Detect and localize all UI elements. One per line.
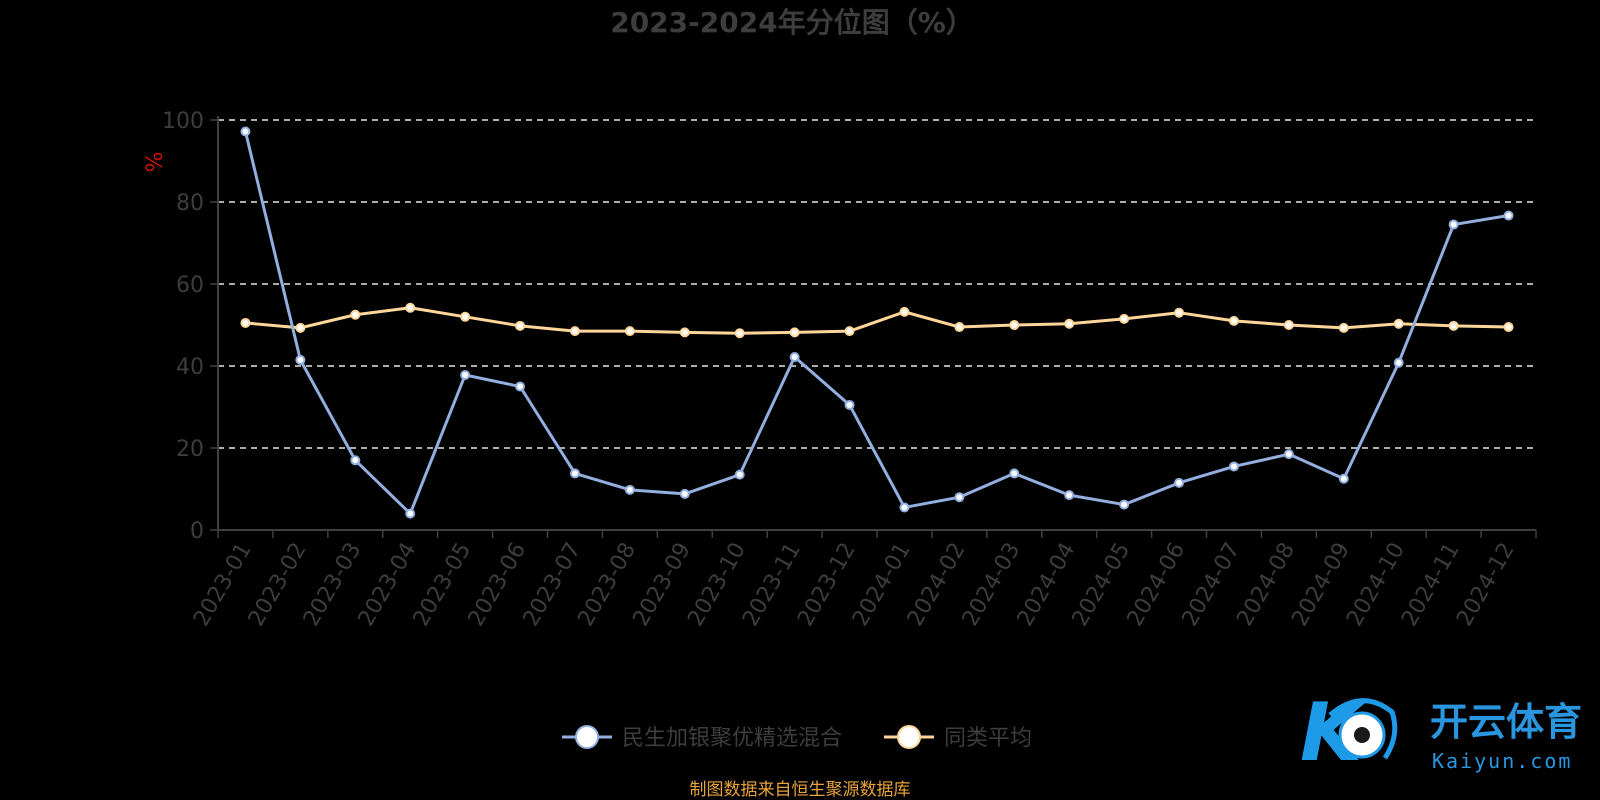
y-tick-label: 40 xyxy=(176,355,204,380)
legend-item[interactable]: 同类平均 xyxy=(884,725,1032,751)
legend: 民生加银聚优精选混合 同类平均 xyxy=(562,725,1032,751)
data-point[interactable] xyxy=(679,327,690,338)
logo-domain: Kaiyun.com xyxy=(1432,749,1572,773)
data-point[interactable] xyxy=(240,317,251,328)
legend-marker xyxy=(897,725,921,749)
k-ball-logo-icon: K xyxy=(1300,686,1398,779)
data-point[interactable] xyxy=(1228,461,1239,472)
y-tick-label: 20 xyxy=(176,437,204,462)
data-point[interactable] xyxy=(789,327,800,338)
chart-title: 2023-2024年分位图（%） xyxy=(610,6,974,39)
data-point[interactable] xyxy=(624,326,635,337)
series-category-average xyxy=(240,302,1514,339)
series-layer xyxy=(240,126,1514,519)
data-point[interactable] xyxy=(569,468,580,479)
data-point[interactable] xyxy=(899,306,910,317)
data-point[interactable] xyxy=(350,309,361,320)
data-point[interactable] xyxy=(734,328,745,339)
data-point[interactable] xyxy=(1174,477,1185,488)
data-source-note: 制图数据来自恒生聚源数据库 xyxy=(690,780,911,800)
data-point[interactable] xyxy=(460,370,471,381)
data-point[interactable] xyxy=(569,326,580,337)
data-point[interactable] xyxy=(899,502,910,513)
data-point[interactable] xyxy=(1119,499,1130,510)
y-axis-label: % xyxy=(143,152,168,173)
x-tick-labels: 2023-012023-022023-032023-042023-052023-… xyxy=(189,539,1520,631)
data-point[interactable] xyxy=(789,351,800,362)
data-point[interactable] xyxy=(844,399,855,410)
axes xyxy=(217,116,1537,538)
data-point[interactable] xyxy=(954,322,965,333)
data-point[interactable] xyxy=(1064,490,1075,501)
data-point[interactable] xyxy=(1009,320,1020,330)
data-point[interactable] xyxy=(1228,315,1239,326)
data-point[interactable] xyxy=(1503,322,1514,333)
legend-label: 同类平均 xyxy=(944,726,1032,751)
data-point[interactable] xyxy=(295,354,306,365)
grid-lines xyxy=(210,119,1536,531)
data-point[interactable] xyxy=(240,126,251,137)
data-point[interactable] xyxy=(1338,322,1349,333)
y-tick-label: 60 xyxy=(176,273,204,298)
data-point[interactable] xyxy=(405,302,416,313)
data-point[interactable] xyxy=(460,311,471,322)
data-point[interactable] xyxy=(1283,320,1294,330)
data-point[interactable] xyxy=(1064,318,1075,329)
data-point[interactable] xyxy=(734,469,745,480)
legend-marker xyxy=(575,725,599,749)
data-point[interactable] xyxy=(1119,313,1130,324)
data-point[interactable] xyxy=(1393,357,1404,368)
data-point[interactable] xyxy=(1503,210,1514,221)
y-tick-label: 0 xyxy=(190,519,204,544)
legend-label: 民生加银聚优精选混合 xyxy=(622,726,842,751)
y-tick-label: 80 xyxy=(176,191,204,216)
data-point[interactable] xyxy=(679,488,690,499)
data-point[interactable] xyxy=(515,320,526,331)
series-line xyxy=(245,306,1509,335)
y-tick-labels: 0 20 40 60 80 100 xyxy=(162,109,204,544)
data-point[interactable] xyxy=(1009,468,1020,479)
data-point[interactable] xyxy=(1393,318,1404,329)
brand-logo: K 开云体育 Kaiyun.com xyxy=(1300,686,1582,779)
data-point[interactable] xyxy=(844,326,855,337)
legend-item[interactable]: 民生加银聚优精选混合 xyxy=(562,725,842,751)
data-point[interactable] xyxy=(1448,320,1459,331)
data-point[interactable] xyxy=(954,492,965,503)
logo-name: 开云体育 xyxy=(1430,700,1582,744)
data-point[interactable] xyxy=(1448,219,1459,230)
y-tick-label: 100 xyxy=(162,109,204,134)
data-point[interactable] xyxy=(1174,307,1185,318)
data-point[interactable] xyxy=(405,508,416,519)
series-fund xyxy=(240,126,1514,519)
series-line xyxy=(243,131,1509,516)
data-point[interactable] xyxy=(1283,449,1294,460)
data-point[interactable] xyxy=(1338,473,1349,484)
data-point[interactable] xyxy=(624,484,635,495)
data-point[interactable] xyxy=(350,455,361,466)
data-point[interactable] xyxy=(295,322,306,333)
data-point[interactable] xyxy=(515,381,526,392)
